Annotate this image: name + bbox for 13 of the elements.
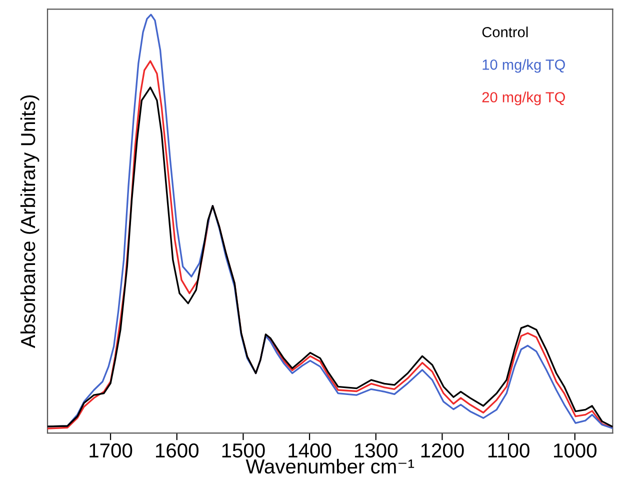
text: 20 mg/kg TQ — [482, 92, 565, 106]
x-tick-label: 1100 — [488, 443, 530, 458]
text: 10 mg/kg TQ — [482, 59, 565, 73]
x-tick-label: 1300 — [355, 443, 398, 458]
x-tick-label: 1200 — [421, 443, 464, 458]
x-tick-label: 1500 — [222, 443, 265, 458]
x-tick-label: 1600 — [156, 443, 198, 458]
y-axis-title: Absorbance (Arbitrary Units) — [20, 95, 40, 348]
x-tick-label: 1700 — [90, 443, 132, 458]
x-axis-title: Wavenumber cm⁻¹ — [246, 458, 414, 474]
text: Control — [482, 26, 528, 38]
x-tick-label: 1000 — [554, 443, 596, 458]
x-tick-label: 1400 — [288, 443, 332, 458]
